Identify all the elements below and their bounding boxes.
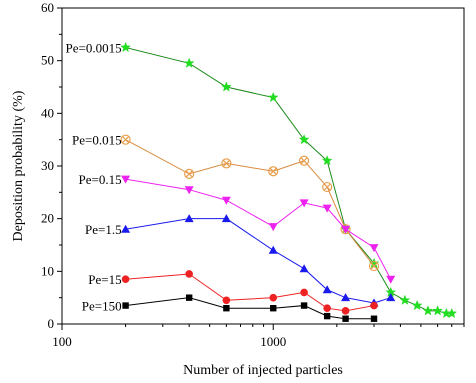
data-point (184, 186, 194, 195)
data-point (342, 315, 349, 322)
data-point (299, 155, 310, 166)
data-point (268, 166, 279, 177)
data-point (323, 312, 331, 320)
data-point (267, 91, 279, 103)
y-tick-label: 0 (48, 316, 55, 331)
data-point (300, 302, 308, 309)
data-point (323, 304, 331, 313)
y-tick-label: 50 (41, 53, 54, 68)
data-point (223, 305, 230, 312)
axes-layer: 0 10 20 30 40 50 60 100 1000 (41, 0, 465, 349)
series-pe-150: Pe=150 (82, 294, 378, 322)
series-line (125, 218, 391, 304)
data-point (322, 181, 333, 193)
y-tick-label: 60 (41, 0, 54, 15)
data-point (422, 305, 434, 316)
data-point (120, 41, 132, 53)
data-point (121, 224, 131, 233)
data-point (341, 225, 351, 234)
data-point (370, 315, 378, 322)
series-label: Pe=0.15 (78, 172, 121, 187)
series-pe-0-15: Pe=0.15 (78, 172, 396, 284)
data-point (269, 293, 278, 302)
data-point (369, 244, 379, 253)
y-tick-label: 40 (41, 105, 54, 120)
series-label: Pe=150 (82, 299, 122, 314)
data-point (221, 158, 232, 169)
data-point (121, 275, 130, 284)
data-point (300, 288, 308, 297)
data-point (221, 196, 231, 205)
x-tick-label: 1000 (260, 334, 286, 349)
data-point (183, 57, 195, 68)
y-tick-label: 10 (41, 263, 54, 278)
data-point (121, 175, 131, 184)
series-label: Pe=0.0015 (65, 41, 121, 56)
data-point (432, 305, 444, 316)
series-line (125, 297, 375, 320)
data-point (184, 214, 194, 223)
data-point (268, 223, 278, 232)
data-point (322, 204, 332, 213)
data-point (120, 134, 131, 145)
data-point (220, 81, 232, 92)
y-axis-title: Deposition probability (%) (11, 90, 26, 241)
data-point (368, 260, 380, 272)
x-tick-label: 100 (52, 334, 72, 349)
data-point (270, 305, 277, 312)
data-point (299, 199, 309, 208)
data-point (298, 133, 310, 145)
series-label: Pe=15 (88, 272, 121, 287)
series-pe-15: Pe=15 (88, 270, 378, 315)
series-line (125, 139, 375, 267)
data-point (321, 155, 333, 166)
series-line (125, 178, 392, 280)
x-axis-title: Number of injected particles (183, 363, 343, 378)
data-point (122, 302, 129, 309)
series-label: Pe=1.5 (85, 222, 122, 237)
plot-frame (61, 7, 465, 325)
data-point (322, 285, 332, 294)
data-point (184, 168, 195, 179)
data-point (341, 293, 351, 302)
data-point (222, 296, 231, 305)
series-layer: Pe=0.0015 Pe=0.015 Pe=0.15 Pe=1.5 Pe=15 Pe=15… (65, 41, 458, 322)
data-point (268, 245, 278, 254)
data-point (185, 294, 193, 301)
data-point (386, 293, 396, 302)
data-point (386, 275, 396, 284)
series-label: Pe=0.015 (72, 133, 122, 148)
data-point (399, 294, 411, 305)
data-point (370, 301, 378, 310)
data-point (299, 264, 309, 273)
data-point (446, 307, 458, 319)
data-point (411, 299, 423, 311)
series-line (125, 47, 452, 314)
y-tick-label: 30 (41, 158, 54, 173)
y-tick-label: 20 (41, 211, 54, 226)
data-point (185, 270, 193, 278)
data-point (221, 214, 231, 223)
data-point (341, 307, 350, 315)
series-line (125, 273, 375, 312)
